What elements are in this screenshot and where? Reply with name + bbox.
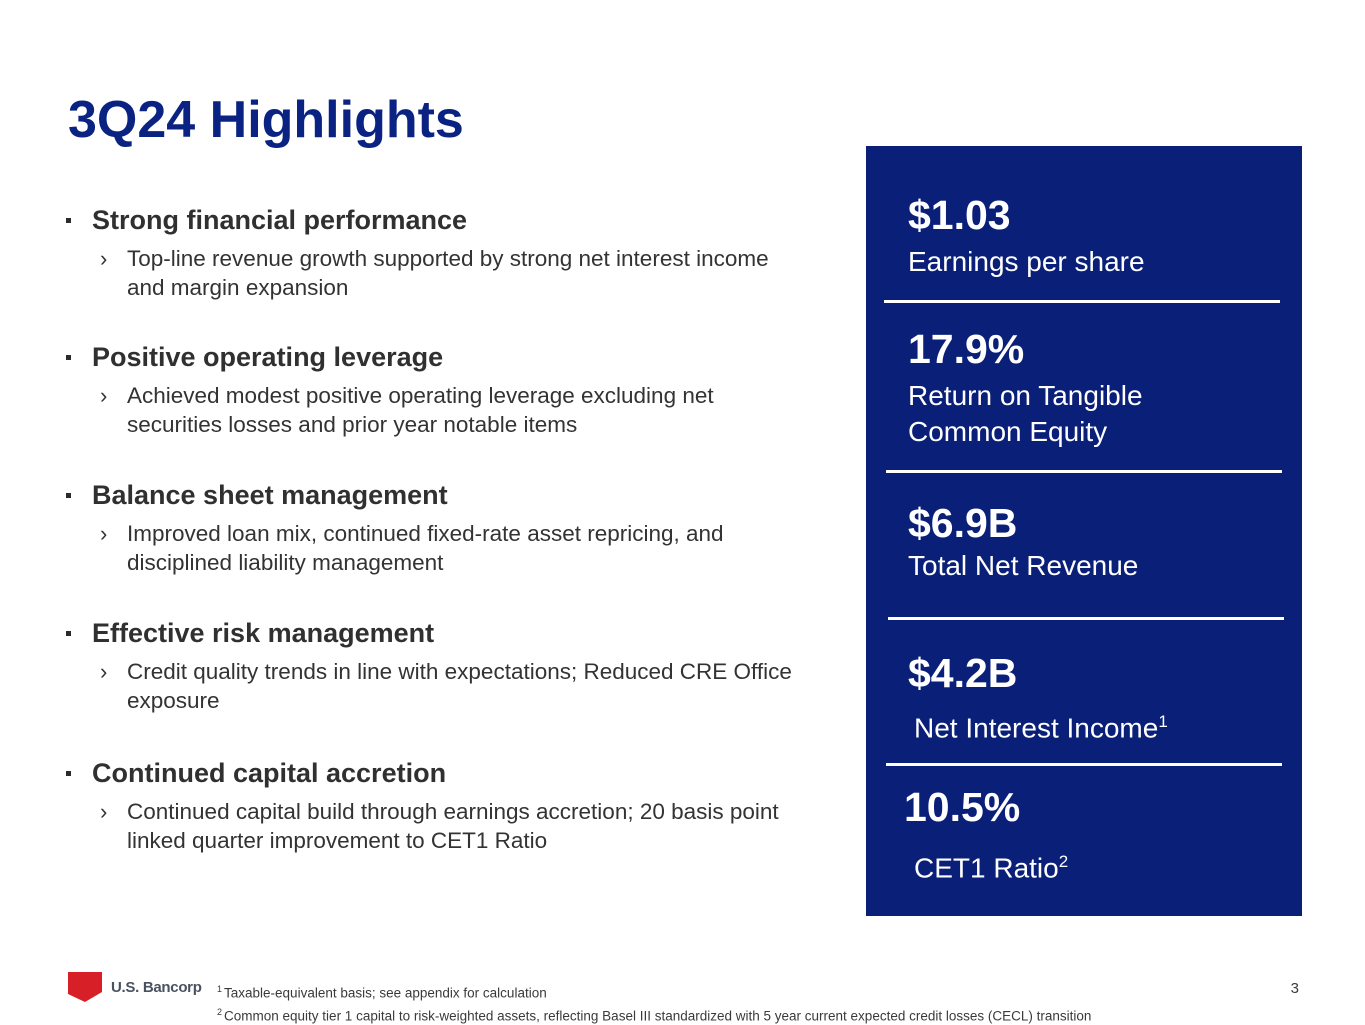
page-title: 3Q24 Highlights bbox=[68, 90, 464, 150]
footnote-mark: 1 bbox=[217, 984, 222, 994]
metric-value: 17.9% bbox=[908, 326, 1208, 372]
footnote-marker: 1 bbox=[1158, 712, 1167, 731]
bank-logo: U.S. Bancorp bbox=[68, 972, 202, 1002]
page-number: 3 bbox=[1291, 980, 1299, 997]
square-bullet-icon bbox=[66, 771, 71, 776]
metric-divider bbox=[886, 763, 1282, 766]
highlight-item: Balance sheet management ›Improved loan … bbox=[66, 480, 806, 577]
chevron-right-icon: › bbox=[100, 797, 127, 855]
footnote-text: Taxable-equivalent basis; see appendix f… bbox=[224, 986, 547, 1001]
metric-divider bbox=[888, 617, 1284, 620]
chevron-right-icon: › bbox=[100, 657, 127, 715]
highlight-detail: Top-line revenue growth supported by str… bbox=[127, 244, 806, 302]
metric-label: CET1 Ratio bbox=[914, 852, 1059, 883]
highlight-title: Continued capital accretion bbox=[92, 758, 446, 789]
highlight-item: Strong financial performance ›Top-line r… bbox=[66, 205, 806, 302]
chevron-right-icon: › bbox=[100, 381, 127, 439]
chevron-right-icon: › bbox=[100, 519, 127, 577]
highlight-detail: Improved loan mix, continued fixed-rate … bbox=[127, 519, 806, 577]
shield-logo-icon bbox=[68, 972, 102, 1002]
highlight-item: Effective risk management ›Credit qualit… bbox=[66, 618, 806, 715]
highlight-title: Strong financial performance bbox=[92, 205, 467, 236]
metric-nii: $4.2B Net Interest Income1 bbox=[908, 650, 1168, 746]
metric-label: Net Interest Income bbox=[914, 712, 1158, 743]
metric-value: $1.03 bbox=[908, 192, 1145, 238]
logo-text: U.S. Bancorp bbox=[111, 979, 202, 996]
metric-rotce: 17.9% Return on Tangible Common Equity bbox=[908, 326, 1208, 450]
metric-label-row: CET1 Ratio2 bbox=[914, 844, 1068, 886]
metric-value: $4.2B bbox=[908, 650, 1168, 696]
footnote-marker: 2 bbox=[1059, 852, 1068, 871]
highlight-item: Positive operating leverage ›Achieved mo… bbox=[66, 342, 806, 439]
metrics-panel: $1.03 Earnings per share 17.9% Return on… bbox=[866, 146, 1302, 916]
highlight-detail: Credit quality trends in line with expec… bbox=[127, 657, 806, 715]
metric-cet1: 10.5% CET1 Ratio2 bbox=[904, 784, 1068, 886]
square-bullet-icon bbox=[66, 218, 71, 223]
metric-label: Earnings per share bbox=[908, 244, 1145, 280]
chevron-right-icon: › bbox=[100, 244, 127, 302]
metric-eps: $1.03 Earnings per share bbox=[908, 192, 1145, 280]
footnote-text: Common equity tier 1 capital to risk-wei… bbox=[224, 1008, 1091, 1023]
metric-label-row: Net Interest Income1 bbox=[914, 704, 1168, 746]
square-bullet-icon bbox=[66, 631, 71, 636]
metric-divider bbox=[886, 470, 1282, 473]
metric-value: 10.5% bbox=[904, 784, 1068, 830]
metric-label: Return on Tangible Common Equity bbox=[908, 378, 1208, 450]
highlight-detail: Achieved modest positive operating lever… bbox=[127, 381, 806, 439]
highlight-title: Positive operating leverage bbox=[92, 342, 443, 373]
square-bullet-icon bbox=[66, 493, 71, 498]
highlight-title: Balance sheet management bbox=[92, 480, 448, 511]
highlight-item: Continued capital accretion ›Continued c… bbox=[66, 758, 806, 855]
highlight-detail: Continued capital build through earnings… bbox=[127, 797, 806, 855]
metric-label: Total Net Revenue bbox=[908, 548, 1138, 584]
square-bullet-icon bbox=[66, 355, 71, 360]
metric-revenue: $6.9B Total Net Revenue bbox=[908, 500, 1138, 584]
metric-divider bbox=[884, 300, 1280, 303]
footnote-mark: 2 bbox=[217, 1007, 222, 1017]
highlight-title: Effective risk management bbox=[92, 618, 434, 649]
metric-value: $6.9B bbox=[908, 500, 1138, 546]
